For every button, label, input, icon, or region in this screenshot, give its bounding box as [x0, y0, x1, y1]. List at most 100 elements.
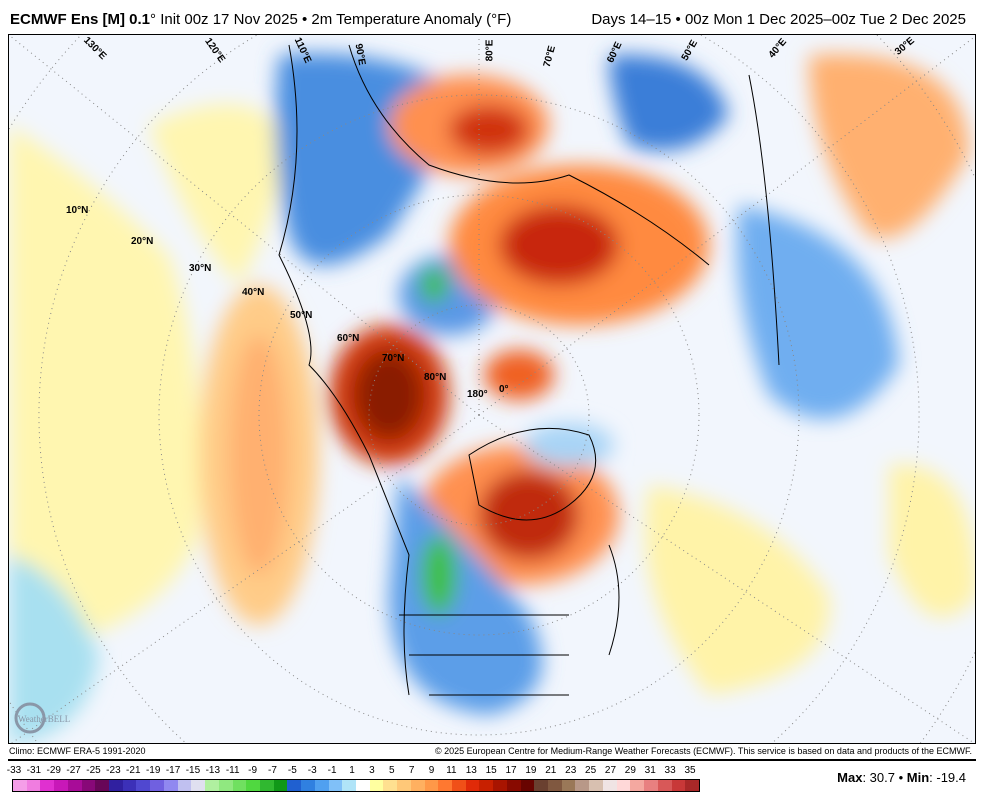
- colorbar-tick: 27: [604, 765, 617, 776]
- max-min-readout: Max: 30.7 • Min: -19.4: [837, 770, 966, 785]
- colorbar-swatch: [589, 780, 603, 791]
- colorbar-swatch: [506, 780, 521, 791]
- colorbar-tick: -29: [46, 765, 61, 776]
- temperature-anomaly-map: 10°N 20°N 30°N 40°N 50°N 60°N 70°N 80°N …: [8, 34, 976, 744]
- colorbar-tick: 13: [465, 765, 477, 776]
- coastlines: [278, 44, 780, 696]
- colorbar-tick: -17: [165, 765, 181, 776]
- colorbar-swatch: [218, 780, 233, 791]
- colorbar-swatch: [26, 780, 41, 791]
- colorbar-swatch: [465, 780, 480, 791]
- lat-label: 80°N: [424, 372, 447, 383]
- colorbar-swatch: [13, 780, 27, 791]
- colorbar-swatch: [616, 780, 631, 791]
- colorbar-tick: 3: [369, 765, 375, 776]
- colorbar-swatch: [205, 780, 219, 791]
- colorbar-swatch: [232, 780, 247, 791]
- colorbar-swatch: [67, 780, 82, 791]
- colorbar-swatch: [520, 780, 535, 791]
- colorbar-swatch: [575, 780, 590, 791]
- lat-label: 50°N: [290, 310, 313, 321]
- colorbar-tick: -11: [225, 765, 240, 776]
- colorbar-tick: -19: [145, 765, 161, 776]
- max-value: : 30.7 •: [862, 770, 907, 785]
- colorbar-tick: 29: [624, 765, 636, 776]
- pole-label: 0°: [499, 384, 509, 395]
- colorbar-tick: 17: [505, 765, 517, 776]
- colorbar-tick: 25: [585, 765, 597, 776]
- colorbar-swatch: [342, 780, 356, 791]
- colorbar-tick: 11: [446, 765, 457, 776]
- colorbar-tick: 15: [485, 765, 497, 776]
- colorbar-tick: 33: [664, 765, 676, 776]
- copyright-note: © 2025 European Centre for Medium-Range …: [434, 746, 972, 756]
- colorbar-swatch: [561, 780, 576, 791]
- colorbar-tick: -25: [86, 765, 101, 776]
- colorbar-tick-labels: -33 -31 -29 -27 -25 -23 -21 -19 -17 -15 -13 -11 -9 -7…: [6, 765, 700, 777]
- colorbar-swatch: [630, 780, 645, 791]
- lat-label: 70°N: [382, 353, 405, 364]
- colorbar-swatch: [534, 780, 549, 791]
- colorbar-tick: -21: [126, 765, 141, 776]
- colorbar-tick: -3: [307, 765, 317, 776]
- colorbar-swatch: [438, 780, 452, 791]
- colorbar-swatch: [479, 780, 494, 791]
- colorbar-tick: -33: [6, 765, 22, 776]
- colorbar-swatch: [301, 780, 315, 791]
- degree-mark: °: [150, 11, 157, 28]
- lat-label: 40°N: [242, 287, 265, 298]
- colorbar-tick: 9: [428, 765, 435, 776]
- colorbar-tick: -27: [66, 765, 81, 776]
- init-info: Init 00z 17 Nov 2025 • 2m Temperature An…: [160, 11, 512, 28]
- colorbar-swatch: [397, 780, 411, 791]
- colorbar-swatch: [369, 780, 384, 791]
- colorbar-swatch: [54, 780, 68, 791]
- graticule: [9, 35, 975, 743]
- colorbar-tick: -31: [26, 765, 42, 776]
- valid-time: Days 14–15 • 00z Mon 1 Dec 2025–00z Tue …: [591, 11, 966, 28]
- colorbar-swatch: [122, 780, 137, 791]
- colorbar-swatch: [493, 780, 507, 791]
- colorbar-swatch: [177, 780, 192, 791]
- colorbar-swatch: [671, 780, 686, 791]
- colorbar-swatch: [657, 780, 672, 791]
- colorbar-swatch: [136, 780, 151, 791]
- colorbar-tick: 5: [388, 765, 395, 776]
- colorbar-swatch: [602, 780, 617, 791]
- colorbar-tick: 7: [408, 765, 415, 776]
- min-value: : -19.4: [929, 770, 966, 785]
- colorbar-swatch: [452, 780, 466, 791]
- colorbar-swatch: [259, 780, 274, 791]
- colorbar-tick: -5: [287, 765, 297, 776]
- colorbar: [12, 779, 700, 792]
- colorbar-swatch: [191, 780, 206, 791]
- map-field: [9, 35, 975, 743]
- max-label: Max: [837, 770, 863, 785]
- colorbar-tick: -15: [185, 765, 201, 776]
- colorbar-tick: -13: [205, 765, 221, 776]
- colorbar-tick: 21: [545, 765, 557, 776]
- colorbar-swatch: [163, 780, 178, 791]
- lat-label: 10°N: [66, 205, 89, 216]
- colorbar-swatch: [81, 780, 96, 791]
- climo-note: Climo: ECMWF ERA-5 1991-2020: [9, 746, 146, 756]
- anomaly-shading: [9, 53, 975, 743]
- colorbar-swatch: [410, 780, 425, 791]
- colorbar-tick: 35: [684, 765, 696, 776]
- colorbar-swatch: [548, 780, 562, 791]
- colorbar-tick: -1: [327, 765, 337, 776]
- colorbar-tick: -7: [268, 765, 277, 776]
- map-title: ECMWF Ens [M] 0.1° Init 00z 17 Nov 2025 …: [10, 11, 511, 28]
- lat-label: 20°N: [131, 236, 154, 247]
- colorbar-tick: 1: [349, 765, 355, 776]
- colorbar-swatch: [328, 780, 343, 791]
- model-name: ECMWF Ens [M] 0.1: [10, 11, 151, 28]
- colorbar-tick: -23: [106, 765, 121, 776]
- colorbar-swatch: [685, 780, 699, 791]
- colorbar-swatch: [246, 780, 260, 791]
- colorbar-tick: 19: [525, 765, 537, 776]
- colorbar-swatch: [314, 780, 329, 791]
- colorbar-swatch: [424, 780, 439, 791]
- colorbar-swatch: [383, 780, 398, 791]
- colorbar-tick: 23: [565, 765, 577, 776]
